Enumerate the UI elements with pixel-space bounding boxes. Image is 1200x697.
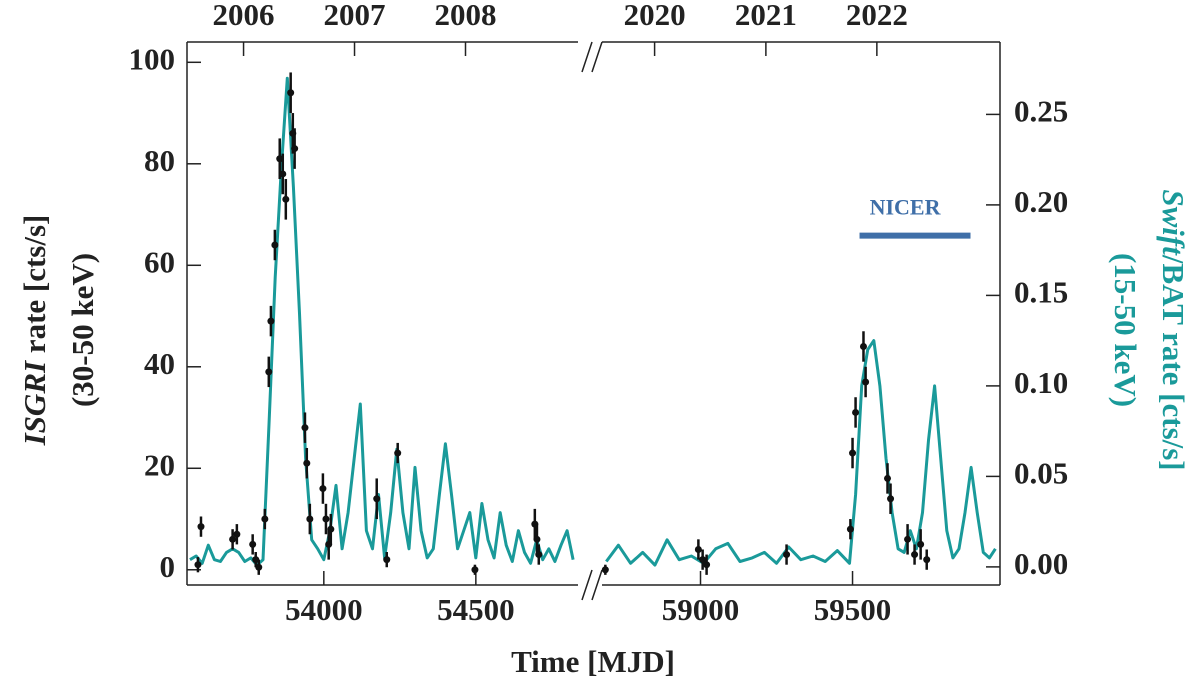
top-tick-label: 2008 <box>435 0 497 32</box>
y2-label-text: /BAT rate [cts/s] <box>1156 254 1191 471</box>
data-point <box>887 495 895 503</box>
data-point <box>249 540 257 548</box>
data-point <box>261 515 269 523</box>
top-tick-label: 2006 <box>213 0 275 32</box>
top-tick-label: 2007 <box>324 0 386 32</box>
data-point <box>783 551 791 559</box>
data-point <box>699 556 707 564</box>
top-tick-label: 2021 <box>735 0 797 32</box>
data-point <box>271 241 279 249</box>
data-point <box>265 368 273 376</box>
y2-tick-label: 0.00 <box>1014 546 1068 581</box>
data-point <box>303 459 311 467</box>
y2-axis-label: Swift/BAT rate [cts/s] <box>1156 189 1191 470</box>
y2-tick-label: 0.05 <box>1014 456 1068 491</box>
x-axis-label: Time [MJD] <box>511 644 675 679</box>
data-point <box>849 449 857 457</box>
data-point <box>319 485 327 493</box>
data-point <box>233 530 241 538</box>
data-point <box>327 525 335 533</box>
y2-label-instrument: Swift <box>1156 189 1191 256</box>
data-point <box>287 89 295 97</box>
y-tick-label: 0 <box>160 549 176 584</box>
axis-breaks <box>581 41 603 601</box>
bat-line <box>189 76 575 567</box>
y2-tick-label: 0.15 <box>1014 275 1068 310</box>
x-tick-label: 59000 <box>662 592 740 627</box>
data-point <box>255 563 263 571</box>
data-point <box>279 170 287 178</box>
top-tick-label: 2022 <box>846 0 908 32</box>
bat-line <box>605 339 997 567</box>
x-tick-label: 59500 <box>814 592 892 627</box>
data-point <box>694 545 702 553</box>
y-tick-label: 20 <box>144 447 175 482</box>
data-point <box>904 535 912 543</box>
y-tick-label: 60 <box>144 244 175 279</box>
data-point <box>923 556 931 564</box>
data-point <box>703 561 711 569</box>
y-tick-label: 100 <box>129 41 176 76</box>
y-label-instrument: ISGRI <box>17 360 52 446</box>
data-point <box>911 551 919 559</box>
data-point <box>394 449 402 457</box>
data-point <box>884 474 892 482</box>
top-tick-label: 2020 <box>624 0 686 32</box>
y-tick-label: 40 <box>144 346 175 381</box>
data-point <box>601 566 609 574</box>
data-point <box>846 525 854 533</box>
data-point <box>301 424 309 432</box>
data-point <box>535 551 543 559</box>
data-point <box>291 145 299 153</box>
data-point <box>229 535 237 543</box>
x-tick-label: 54000 <box>285 592 363 627</box>
data-point <box>859 342 867 350</box>
data-point <box>862 378 870 386</box>
data-point <box>267 317 275 325</box>
data-point <box>252 556 260 564</box>
y2-tick-label: 0.10 <box>1014 365 1068 400</box>
data-point <box>194 561 202 569</box>
y-label-text: rate [cts/s] <box>17 215 52 354</box>
data-point <box>917 540 925 548</box>
data-point <box>282 195 290 203</box>
x-tick-label: 54500 <box>437 592 515 627</box>
annotation-label: NICER <box>870 195 942 220</box>
data-point <box>533 535 541 543</box>
y2-tick-label: 0.25 <box>1014 94 1068 129</box>
data-point <box>197 523 205 531</box>
y2-axis-band: (15-50 keV) <box>1108 253 1143 407</box>
data-point <box>322 515 330 523</box>
y-axis-band: (30-50 keV) <box>65 253 100 407</box>
data-point <box>276 155 284 163</box>
data-point <box>306 515 314 523</box>
y-tick-label: 80 <box>144 143 175 178</box>
data-point <box>471 566 479 574</box>
y-axis-label: ISGRI rate [cts/s] <box>17 215 52 447</box>
data-point <box>852 408 860 416</box>
y2-tick-label: 0.20 <box>1014 184 1068 219</box>
data-point <box>383 556 391 564</box>
data-point <box>373 495 381 503</box>
